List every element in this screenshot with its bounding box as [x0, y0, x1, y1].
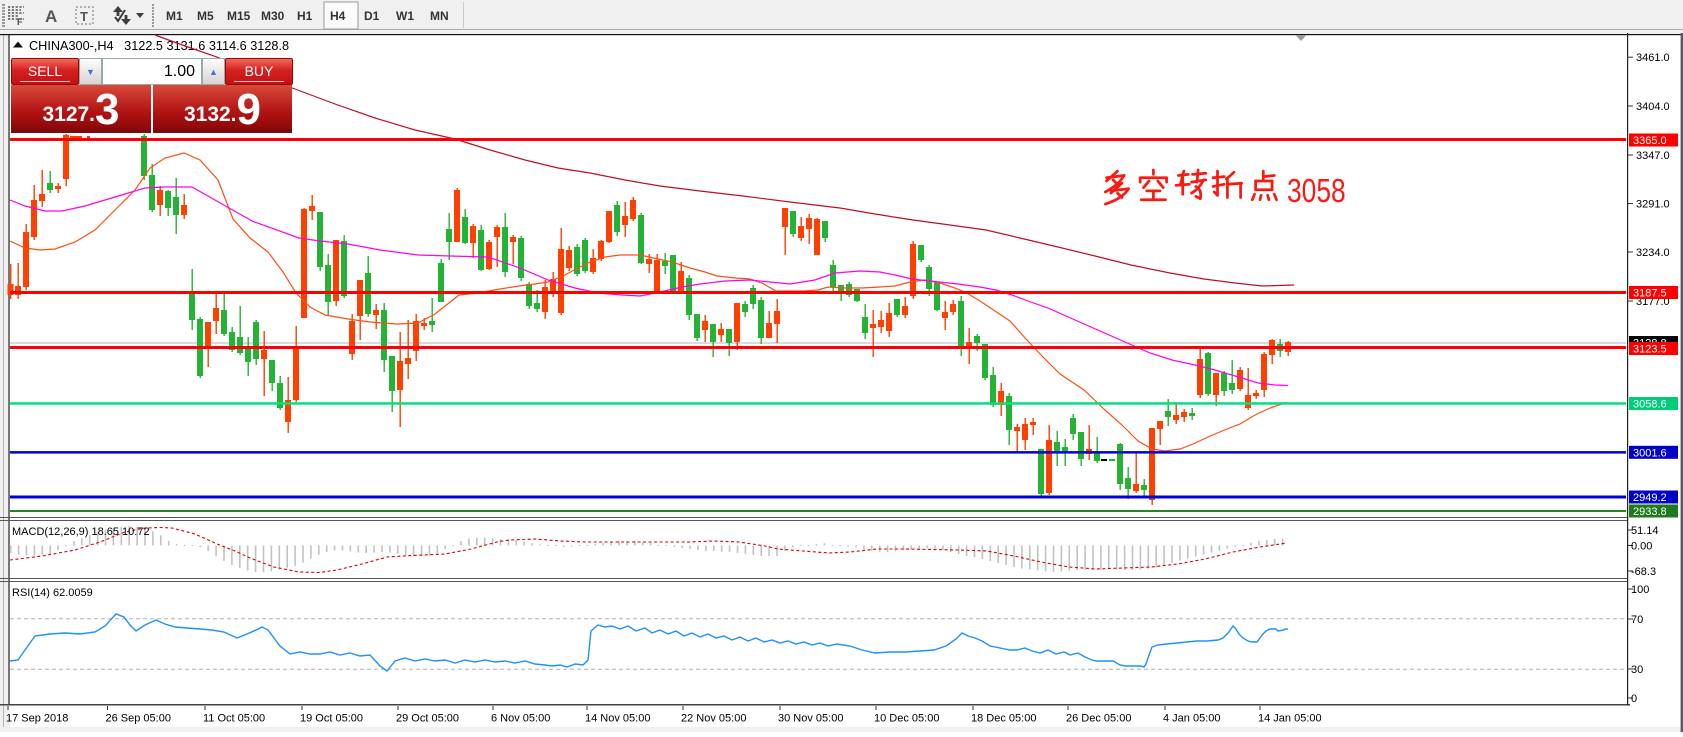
svg-text:MN: MN: [430, 9, 449, 23]
svg-text:M1: M1: [166, 9, 183, 23]
svg-text:30 Nov 05:00: 30 Nov 05:00: [778, 713, 843, 725]
svg-text:D1: D1: [364, 9, 380, 23]
svg-text:3058: 3058: [1287, 173, 1346, 209]
svg-text:26 Sep 05:00: 26 Sep 05:00: [106, 713, 171, 725]
svg-text:51.14: 51.14: [1631, 525, 1659, 537]
svg-text:14 Nov 05:00: 14 Nov 05:00: [585, 713, 650, 725]
svg-text:3234.0: 3234.0: [1636, 247, 1670, 259]
svg-text:100: 100: [1631, 584, 1649, 596]
svg-text:3365.0: 3365.0: [1633, 135, 1667, 147]
svg-text:70: 70: [1631, 614, 1643, 626]
svg-text:22 Nov 05:00: 22 Nov 05:00: [681, 713, 746, 725]
svg-text:11 Oct 05:00: 11 Oct 05:00: [203, 713, 265, 725]
svg-text:A: A: [45, 7, 57, 26]
svg-text:F: F: [17, 17, 23, 27]
svg-text:2933.8: 2933.8: [1633, 506, 1667, 518]
svg-text:H4: H4: [330, 9, 346, 23]
svg-text:3347.0: 3347.0: [1636, 150, 1670, 162]
svg-text:CHINA300-,H4 3122.5 3131.6 3: CHINA300-,H4 3122.5 3131.6 3114.6 3128.8: [29, 39, 289, 53]
svg-text:RSI(14) 62.0059: RSI(14) 62.0059: [12, 587, 93, 599]
svg-text:6 Nov 05:00: 6 Nov 05:00: [491, 713, 550, 725]
svg-text:0.00: 0.00: [1631, 541, 1652, 553]
svg-text:M30: M30: [261, 9, 285, 23]
svg-text:0: 0: [1631, 693, 1637, 705]
svg-text:3404.0: 3404.0: [1636, 101, 1670, 113]
svg-text:-68.3: -68.3: [1631, 566, 1656, 578]
svg-text:10 Dec 05:00: 10 Dec 05:00: [874, 713, 939, 725]
svg-text:3123.5: 3123.5: [1633, 344, 1667, 356]
svg-text:3058.6: 3058.6: [1633, 399, 1667, 411]
svg-text:H1: H1: [297, 9, 313, 23]
svg-text:17 Sep 2018: 17 Sep 2018: [6, 713, 68, 725]
svg-text:30: 30: [1631, 664, 1643, 676]
svg-text:29 Oct 05:00: 29 Oct 05:00: [396, 713, 459, 725]
svg-text:M15: M15: [227, 9, 251, 23]
svg-text:18 Dec 05:00: 18 Dec 05:00: [971, 713, 1036, 725]
svg-text:19 Oct 05:00: 19 Oct 05:00: [300, 713, 363, 725]
svg-text:3461.0: 3461.0: [1636, 52, 1670, 64]
svg-text:3001.6: 3001.6: [1633, 447, 1667, 459]
svg-text:M5: M5: [197, 9, 214, 23]
svg-text:4 Jan 05:00: 4 Jan 05:00: [1163, 713, 1221, 725]
svg-text:MACD(12,26,9) 18.65 10.72: MACD(12,26,9) 18.65 10.72: [12, 526, 150, 538]
svg-text:W1: W1: [396, 9, 414, 23]
svg-text:3291.0: 3291.0: [1636, 199, 1670, 211]
svg-text:3187.5: 3187.5: [1633, 288, 1667, 300]
svg-text:14 Jan 05:00: 14 Jan 05:00: [1258, 713, 1322, 725]
svg-text:T: T: [80, 9, 88, 24]
svg-text:2949.2: 2949.2: [1633, 492, 1667, 504]
svg-text:26 Dec 05:00: 26 Dec 05:00: [1066, 713, 1131, 725]
